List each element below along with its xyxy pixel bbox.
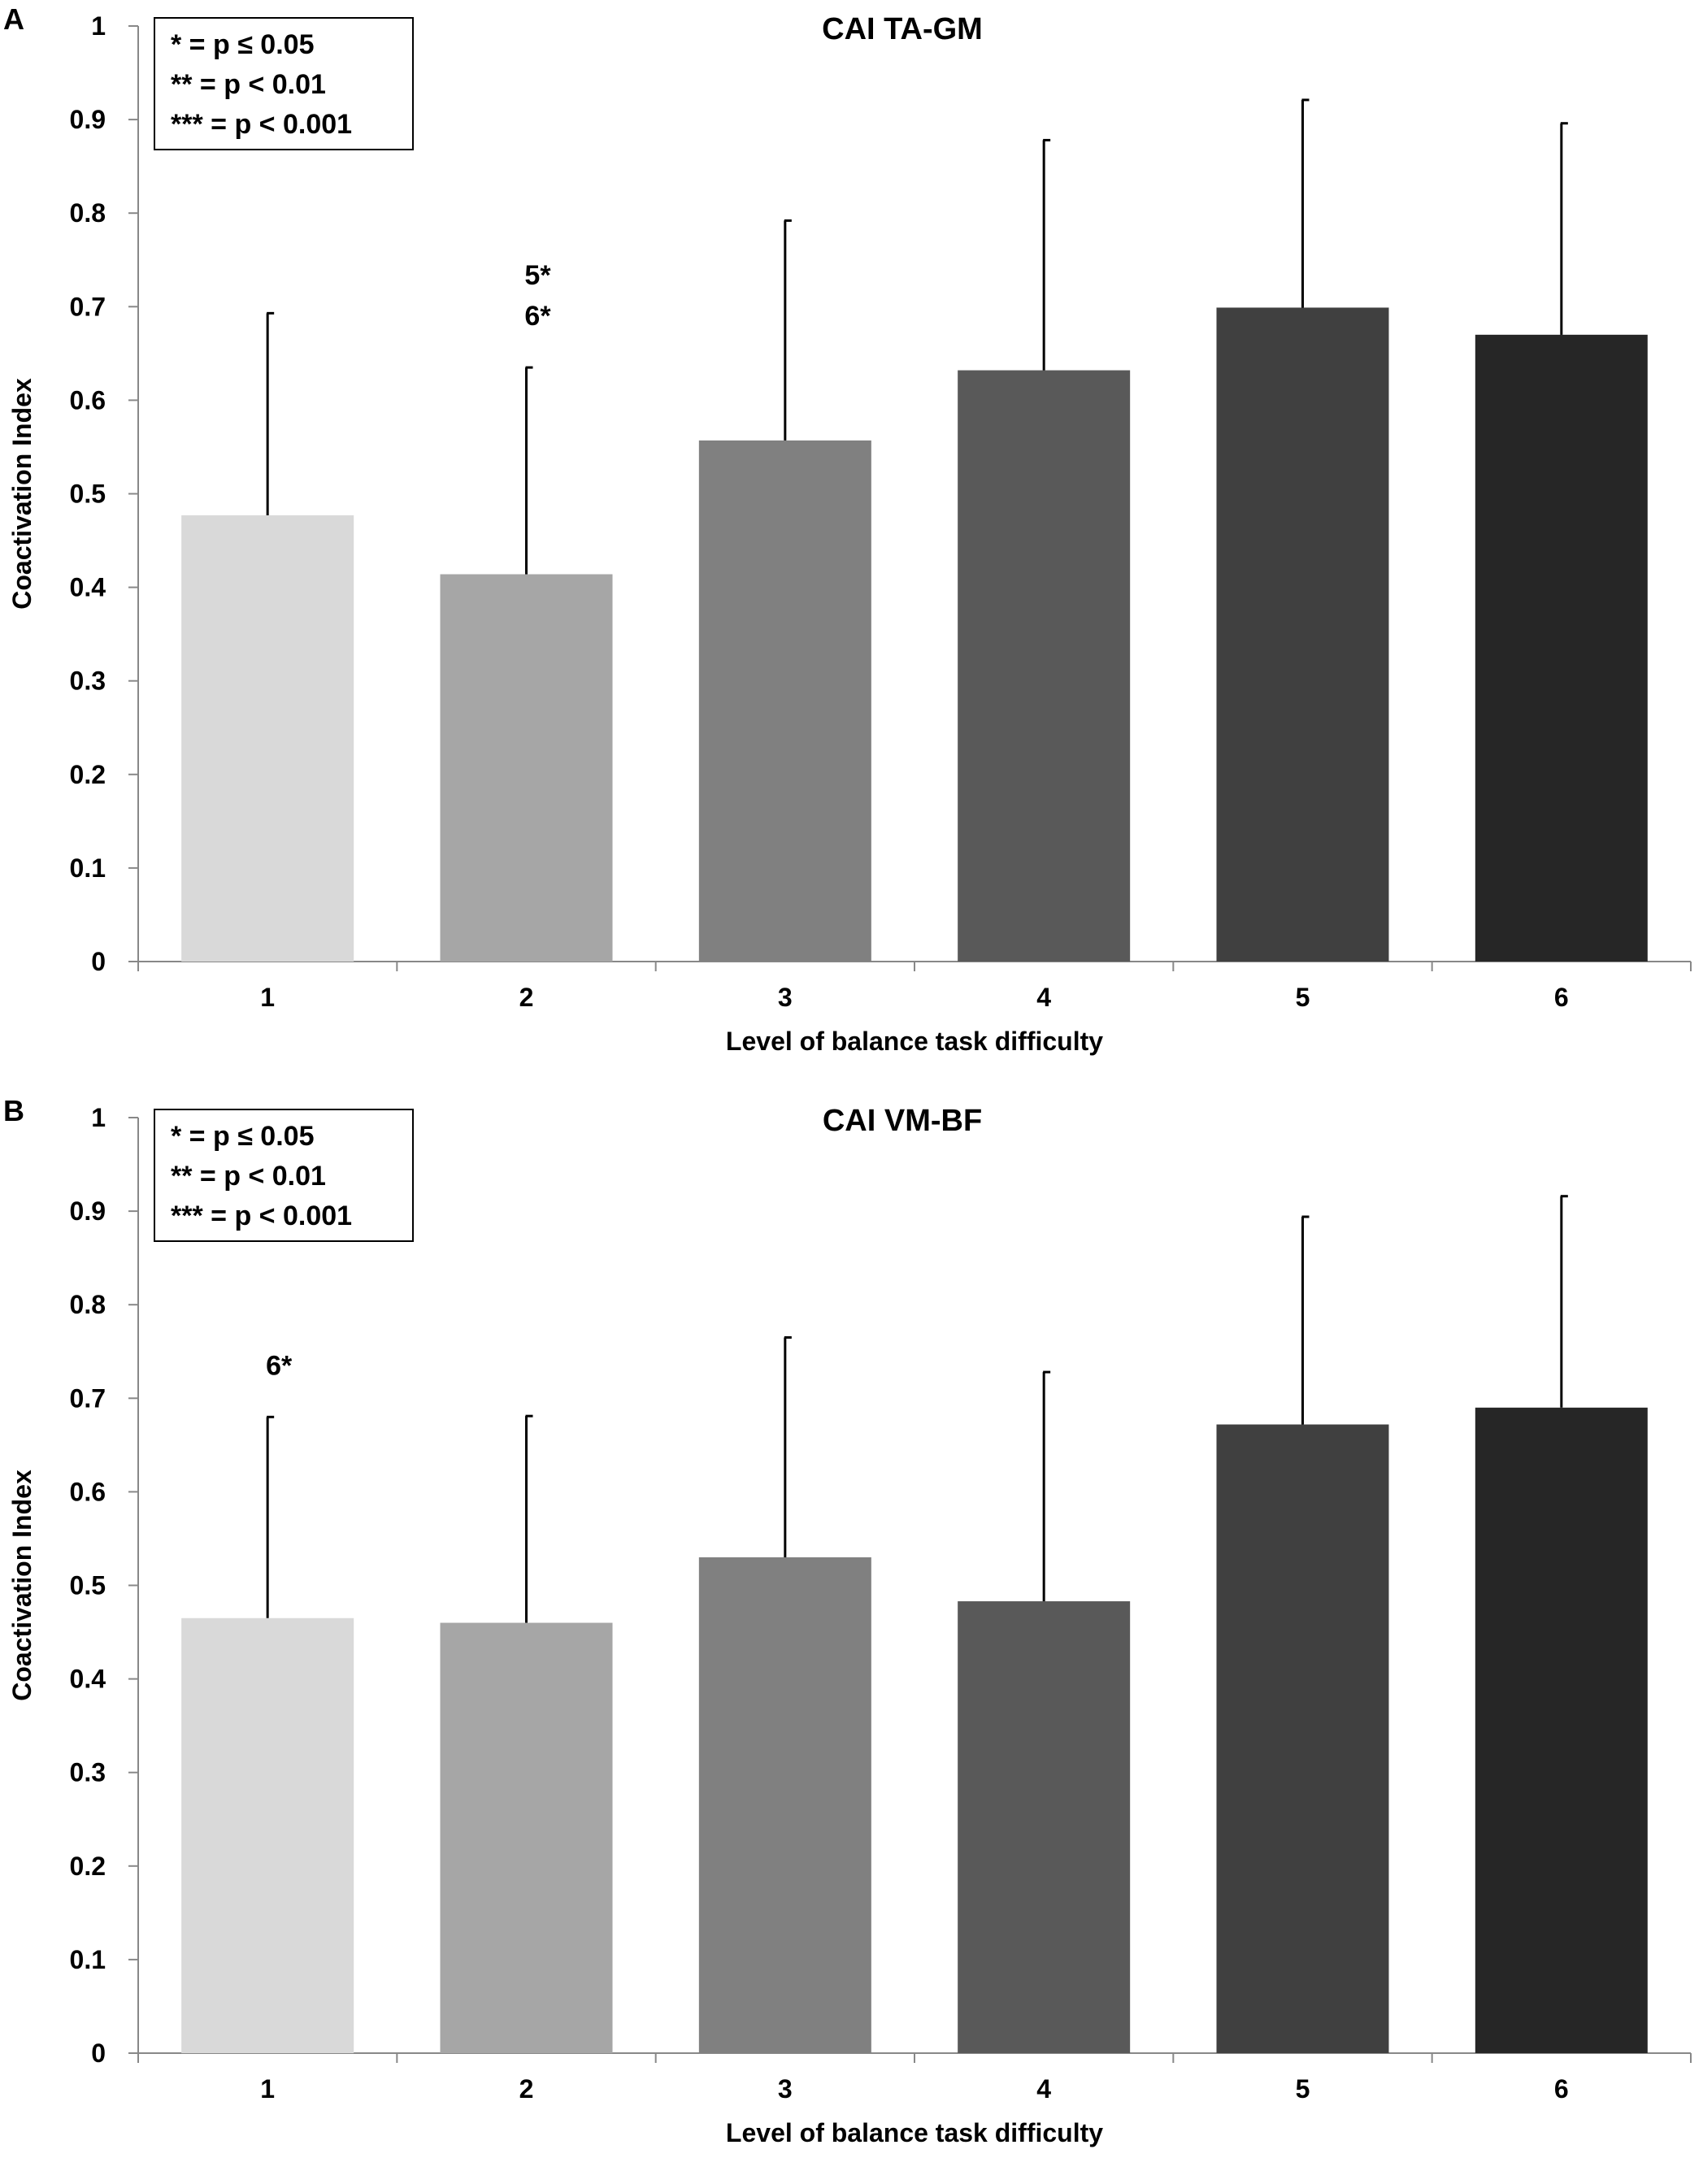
y-tick-label: 0.3 [70, 666, 106, 696]
y-tick-label: 0.4 [70, 1665, 106, 1694]
x-tick-label: 1 [260, 2074, 275, 2104]
y-tick-label: 0.8 [70, 198, 106, 228]
y-tick-label: 0.3 [70, 1758, 106, 1787]
x-tick-label: 3 [778, 983, 793, 1012]
y-tick-label: 0.8 [70, 1290, 106, 1319]
x-tick-label: 1 [260, 983, 275, 1012]
x-tick-label: 6 [1554, 983, 1569, 1012]
y-tick-label: 0.6 [70, 385, 106, 415]
x-tick-label: 5 [1296, 983, 1310, 1012]
legend-entry: * = p ≤ 0.05 [171, 29, 314, 60]
legend-entry: *** = p < 0.001 [171, 1201, 352, 1231]
x-tick-label: 2 [519, 983, 534, 1012]
chart-panel-b: B CAI VM-BF 0 0.1 0.2 0.3 0.4 0.5 0.6 0.7 0.8 0.9 1 1… [0, 1092, 1703, 2183]
chart-a-svg: A CAI TA-GM 0 0.1 0.2 0.3 0.4 0.5 0.6 0.7 0.8 0.9 1 1… [3, 2, 1692, 1056]
bar-6 [1475, 1407, 1648, 2053]
legend-box [154, 17, 414, 150]
legend-entry: ** = p < 0.01 [171, 1161, 326, 1192]
x-axis-label: Level of balance task difficulty [726, 1027, 1103, 1056]
y-tick-label: 0.4 [70, 573, 106, 602]
bar-3 [698, 1557, 871, 2053]
y-tick-label: 0.2 [70, 760, 106, 789]
y-tick-label: 0 [91, 2039, 106, 2068]
significance-annotation: 6* [266, 1350, 293, 1381]
chart-title: CAI TA-GM [822, 12, 983, 46]
bar-4 [958, 370, 1131, 962]
chart-title: CAI VM-BF [823, 1104, 982, 1138]
legend-entry: ** = p < 0.01 [171, 69, 326, 100]
bar-1 [181, 515, 354, 962]
significance-annotation: 5* [524, 260, 551, 291]
y-tick-label: 0.9 [70, 1196, 106, 1226]
y-tick-label: 0.2 [70, 1852, 106, 1881]
bar-2 [440, 574, 613, 962]
bar-4 [958, 1601, 1131, 2053]
y-tick-label: 1 [91, 1103, 106, 1132]
x-axis-label: Level of balance task difficulty [726, 2118, 1103, 2147]
panel-letter: A [3, 2, 24, 36]
y-axis-label: Coactivation Index [7, 378, 37, 610]
y-axis-label: Coactivation Index [7, 1470, 37, 1701]
chart-panel-a: A CAI TA-GM 0 0.1 0.2 0.3 0.4 0.5 0.6 0.7 0.8 0.9 1 1… [3, 2, 1692, 1056]
y-tick-label: 0.1 [70, 1945, 106, 1974]
x-tick-label: 4 [1036, 2074, 1051, 2104]
x-tick-label: 5 [1296, 2074, 1310, 2104]
y-tick-label: 0.7 [70, 1383, 106, 1413]
x-tick-label: 4 [1036, 983, 1051, 1012]
significance-annotation: 6* [524, 301, 551, 332]
bar-3 [698, 440, 871, 962]
x-tick-label: 2 [519, 2074, 534, 2104]
legend-entry: * = p ≤ 0.05 [171, 1121, 314, 1152]
bar-6 [1475, 334, 1648, 962]
y-tick-label: 0.5 [70, 480, 106, 509]
bar-2 [440, 1622, 613, 2053]
x-tick-label: 6 [1554, 2074, 1569, 2104]
y-tick-label: 0.1 [70, 853, 106, 883]
y-tick-label: 1 [91, 11, 106, 41]
bar-1 [181, 1617, 354, 2053]
legend-box [154, 1109, 414, 1242]
y-tick-label: 0.5 [70, 1571, 106, 1600]
y-tick-label: 0.9 [70, 105, 106, 134]
legend-entry: *** = p < 0.001 [171, 109, 352, 140]
y-tick-label: 0 [91, 947, 106, 976]
y-tick-label: 0.7 [70, 292, 106, 321]
chart-b-svg: B CAI VM-BF 0 0.1 0.2 0.3 0.4 0.5 0.6 0.7 0.8 0.9 1 1… [3, 1094, 1692, 2147]
x-tick-label: 3 [778, 2074, 793, 2104]
panel-letter: B [3, 1094, 24, 1127]
bar-5 [1216, 1424, 1389, 2053]
bar-5 [1216, 307, 1389, 962]
y-tick-label: 0.6 [70, 1477, 106, 1506]
